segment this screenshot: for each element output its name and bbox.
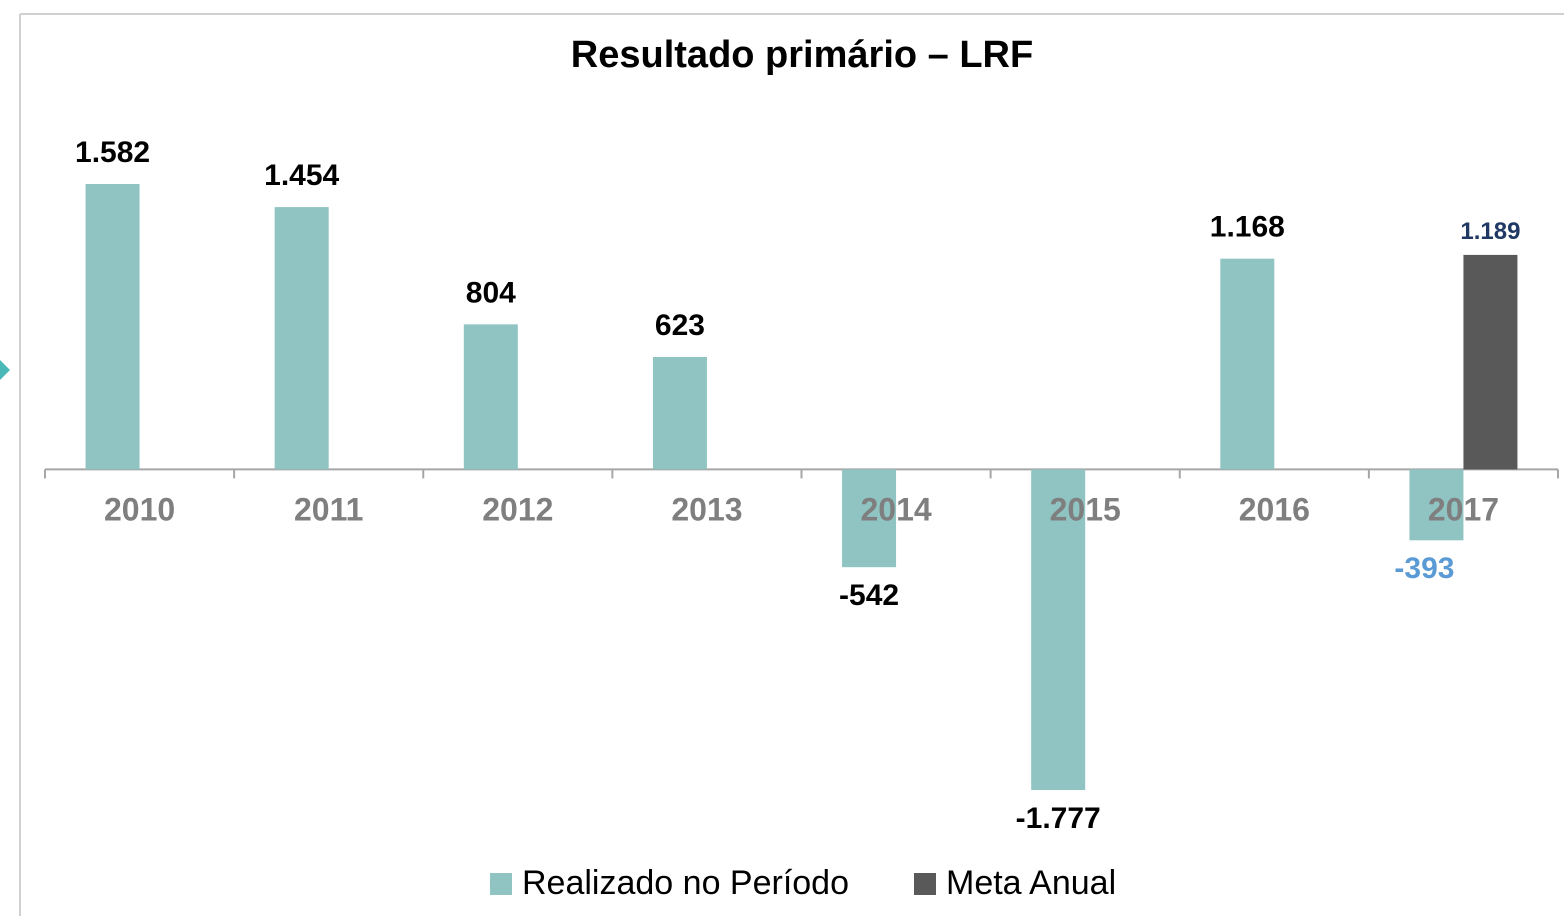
- data-label: -1.777: [1016, 802, 1101, 835]
- x-tick-label: 2012: [482, 491, 553, 527]
- legend-label: Meta Anual: [946, 864, 1116, 902]
- data-label: 623: [655, 309, 705, 342]
- bar: [1463, 254, 1518, 470]
- bar: [274, 207, 329, 470]
- legend-swatch: [914, 873, 936, 895]
- data-label: 1.189: [1460, 218, 1520, 245]
- x-tick-label: 2016: [1239, 491, 1310, 527]
- bar: [1220, 258, 1275, 470]
- x-tick-label: 2015: [1050, 491, 1121, 527]
- slide-marker: [0, 360, 10, 380]
- x-tick-label: 2011: [294, 491, 363, 527]
- bar: [842, 469, 897, 568]
- bar: [85, 184, 140, 470]
- bar: [1409, 469, 1464, 541]
- data-label: -542: [839, 579, 899, 612]
- bar: [652, 357, 707, 470]
- bar: [1031, 469, 1086, 790]
- data-label: -393: [1394, 552, 1454, 585]
- x-tick-label: 2017: [1428, 491, 1499, 527]
- x-tick-label: 2010: [104, 491, 175, 527]
- x-tick-label: 2013: [671, 491, 742, 527]
- legend-label: Realizado no Período: [522, 864, 849, 902]
- data-label: 1.582: [75, 136, 150, 169]
- legend-swatch: [490, 873, 512, 895]
- x-tick-label: 2014: [860, 491, 931, 527]
- chart-title: Resultado primário – LRF: [571, 34, 1033, 76]
- bar: [463, 324, 518, 470]
- data-label: 1.454: [264, 159, 339, 192]
- data-label: 804: [466, 276, 516, 309]
- data-label: 1.168: [1210, 211, 1285, 244]
